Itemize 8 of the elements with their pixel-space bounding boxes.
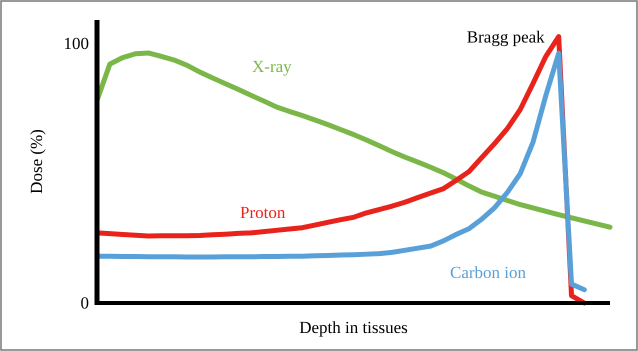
y-axis-title: Dose (%) [27, 129, 46, 194]
series-label: Proton [240, 203, 286, 222]
series-label: X-ray [252, 57, 292, 76]
x-axis-title: Depth in tissues [299, 318, 408, 337]
y-tick-label: 0 [80, 294, 89, 313]
series-label: Carbon ion [450, 263, 527, 282]
annotation: Bragg peak [466, 28, 546, 47]
y-tick-label: 100 [64, 34, 89, 54]
